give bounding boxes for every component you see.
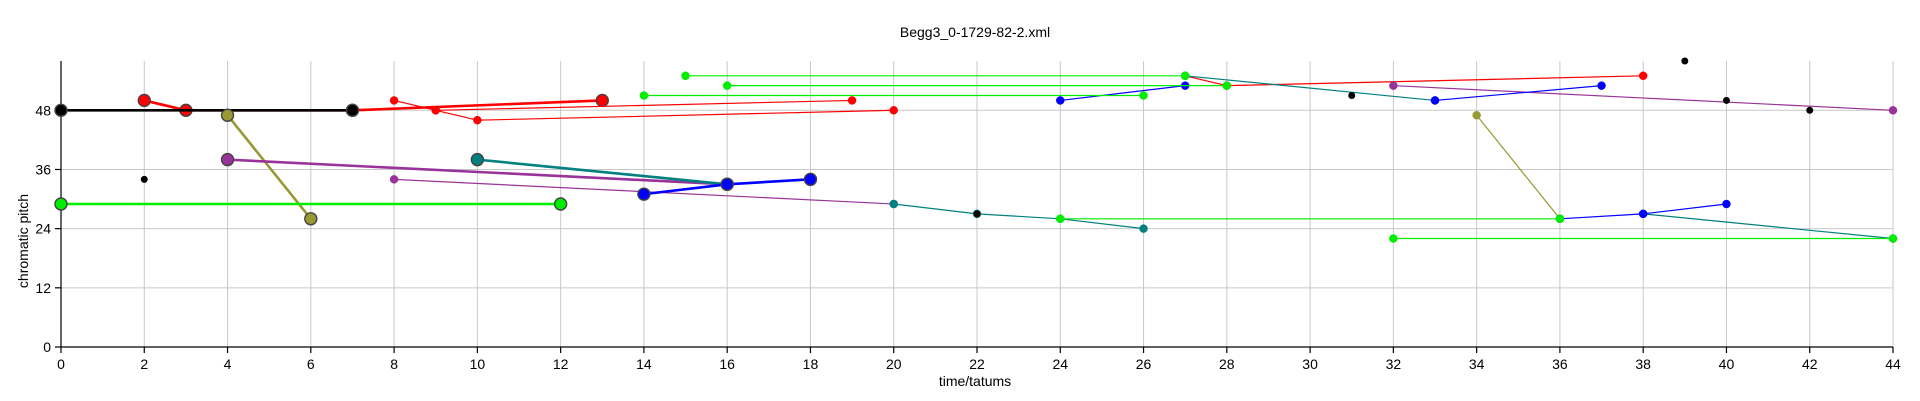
note-point — [220, 108, 235, 122]
x-tick-label: 10 — [470, 356, 486, 372]
note-point — [1597, 81, 1606, 90]
note-point — [431, 106, 440, 115]
note-point — [1555, 214, 1565, 224]
single-note-point — [1348, 92, 1356, 100]
x-tick-label: 34 — [1469, 356, 1485, 372]
note-point — [1888, 106, 1898, 115]
x-tick-label: 26 — [1136, 356, 1152, 372]
x-tick-label: 44 — [1885, 356, 1901, 372]
note-point — [1389, 81, 1398, 90]
x-tick-label: 36 — [1552, 356, 1568, 372]
x-tick-label: 30 — [1302, 356, 1318, 372]
note-point — [803, 172, 818, 187]
x-tick-label: 16 — [719, 356, 735, 372]
single-note-point — [1806, 106, 1814, 114]
point-layer — [140, 57, 1814, 233]
note-point — [889, 199, 898, 209]
note-point — [1638, 209, 1648, 219]
note-point — [473, 115, 482, 125]
chart-title: Begg3_0-1729-82-2.xml — [900, 24, 1050, 40]
note-point — [54, 103, 68, 118]
y-axis-label: chromatic pitch — [15, 194, 31, 288]
note-point — [595, 93, 609, 108]
series-line — [143, 99, 603, 112]
x-tick-label: 18 — [803, 356, 819, 372]
series-line — [1185, 75, 1436, 102]
single-note-point — [1722, 96, 1730, 104]
x-tick-label: 42 — [1802, 356, 1818, 372]
series-line — [393, 99, 894, 121]
axis-layer: 0 2 4 6 8 10 12 14 16 18 20 22 24 26 28 30 32 34 36 38 40 42 4… — [35, 61, 1901, 372]
note-point — [389, 175, 399, 184]
x-tick-label: 6 — [307, 356, 315, 372]
note-point — [1472, 110, 1481, 120]
x-tick-label: 32 — [1386, 356, 1402, 372]
x-tick-label: 38 — [1635, 356, 1651, 372]
x-axis-label: time/tatums — [939, 373, 1011, 389]
note-point — [1888, 234, 1898, 243]
x-tick-label: 14 — [636, 356, 652, 372]
note-point — [304, 212, 318, 226]
note-point — [553, 197, 568, 211]
note-point — [1222, 81, 1232, 90]
x-tick-label: 28 — [1219, 356, 1235, 372]
x-tick-label: 40 — [1719, 356, 1735, 372]
note-point — [1139, 91, 1148, 100]
note-point — [470, 152, 485, 167]
series-line — [227, 158, 728, 186]
single-note-point — [140, 175, 148, 183]
x-tick-label: 24 — [1052, 356, 1068, 372]
x-tick-label: 12 — [553, 356, 569, 372]
series-line — [1643, 213, 1894, 240]
series-line — [226, 114, 312, 220]
note-point — [54, 197, 68, 211]
series-line — [1060, 85, 1186, 102]
series-line — [1434, 85, 1602, 102]
series-layer — [54, 71, 1898, 243]
note-point — [1430, 96, 1440, 105]
y-tick-label: 12 — [35, 280, 51, 296]
note-point — [722, 81, 732, 90]
note-point — [220, 152, 235, 167]
single-note-point — [1140, 225, 1148, 233]
note-point — [720, 177, 734, 191]
y-tick-label: 36 — [35, 161, 51, 177]
y-tick-label: 0 — [43, 339, 51, 355]
series-line — [1476, 114, 1561, 220]
y-tick-label: 24 — [35, 221, 51, 237]
series-line — [893, 203, 1144, 230]
note-point — [345, 103, 360, 118]
note-point — [1056, 96, 1065, 105]
note-point — [137, 93, 151, 108]
x-tick-label: 22 — [969, 356, 985, 372]
x-tick-label: 0 — [57, 356, 65, 372]
note-point — [1180, 71, 1190, 81]
series-line — [435, 99, 853, 111]
x-tick-label: 4 — [224, 356, 232, 372]
note-point — [847, 96, 857, 105]
note-point — [1056, 214, 1065, 224]
note-point — [1722, 199, 1731, 209]
note-point — [889, 106, 898, 115]
series-line — [1185, 75, 1644, 87]
series-line — [1393, 85, 1894, 111]
note-point — [637, 187, 651, 201]
note-point — [639, 91, 649, 100]
note-point — [1638, 71, 1648, 81]
x-tick-label: 20 — [886, 356, 902, 372]
x-tick-label: 2 — [140, 356, 148, 372]
x-tick-label: 8 — [390, 356, 398, 372]
series-line — [477, 158, 728, 186]
single-note-point — [973, 210, 981, 218]
y-tick-label: 48 — [35, 102, 51, 118]
note-point — [1389, 234, 1398, 243]
note-point — [681, 71, 690, 81]
single-note-point — [1681, 57, 1689, 65]
note-point — [389, 96, 399, 105]
